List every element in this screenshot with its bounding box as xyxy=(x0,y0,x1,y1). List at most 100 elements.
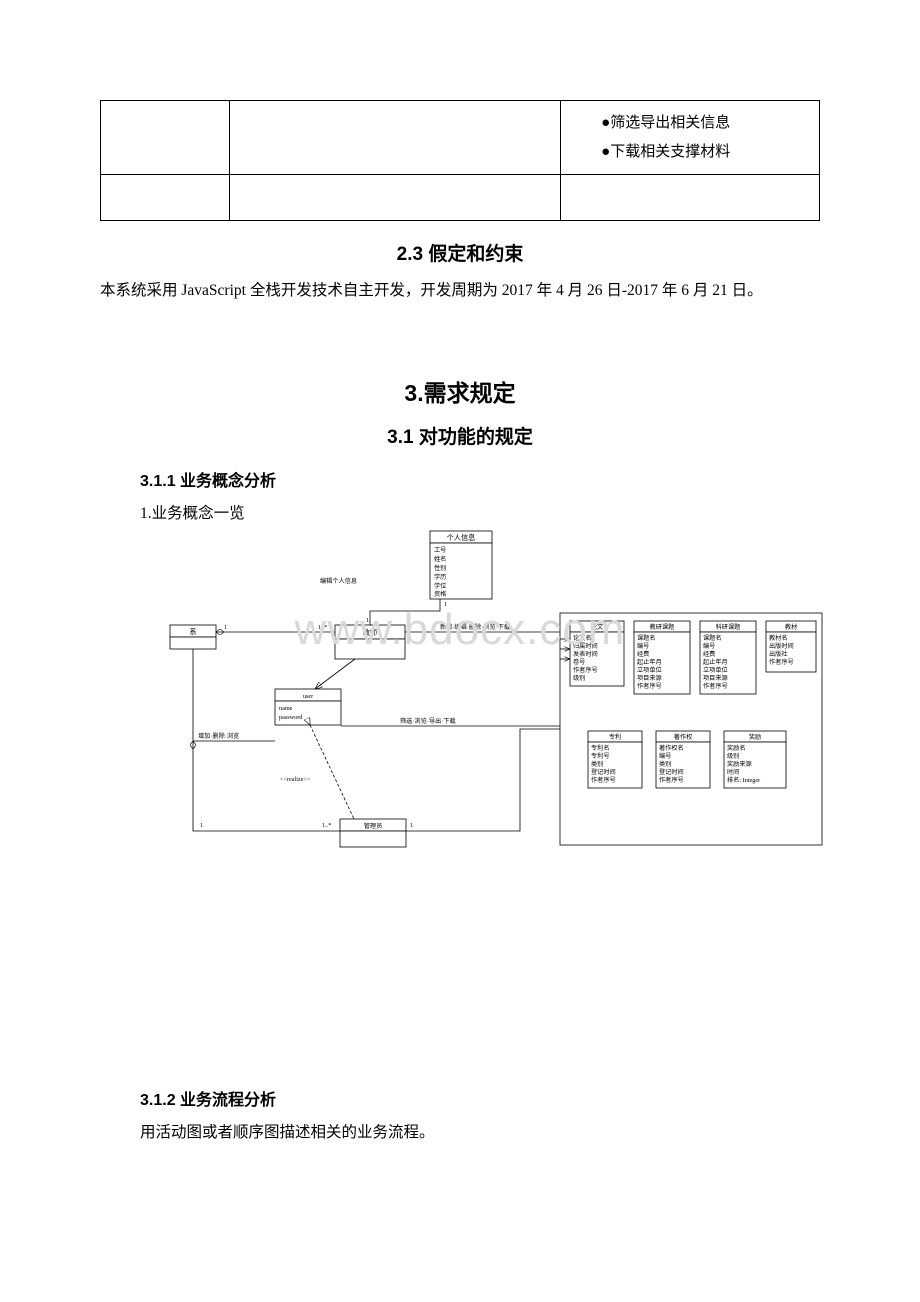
label-crud: 新增·编辑·删除·浏览·下载 xyxy=(440,623,510,631)
class-book: 教材 教材名 出版时间 出版社 作者序号 xyxy=(766,621,816,672)
svg-text:作者序号: 作者序号 xyxy=(659,776,684,784)
label-filter: 筛选·浏览·导出·下载 xyxy=(400,717,456,725)
svg-text:课题名: 课题名 xyxy=(703,634,722,642)
label-admin-actions: 增加·删除·浏览 xyxy=(198,732,239,740)
class-personal-info: 个人信息 工号 姓名 性别 学历 学位 资格 xyxy=(430,531,492,599)
svg-text:项目来源: 项目来源 xyxy=(703,674,728,682)
cell-r1c1 xyxy=(101,101,230,175)
svg-text:1: 1 xyxy=(444,601,447,608)
svg-text:归属时间: 归属时间 xyxy=(573,642,598,650)
svg-text:教材名: 教材名 xyxy=(769,634,788,642)
svg-text:起止年月: 起止年月 xyxy=(637,658,662,666)
heading-3-1-1: 3.1.1 业务概念分析 xyxy=(140,467,820,491)
uml-concept-diagram: 个人信息 工号 姓名 性别 学历 学位 资格 教师 系 xyxy=(140,531,828,876)
svg-text:编号: 编号 xyxy=(637,642,649,650)
svg-text:排名: Integer: 排名: Integer xyxy=(727,776,760,784)
para-3-1-2: 用活动图或者顺序图描述相关的业务流程。 xyxy=(140,1120,820,1142)
svg-text:系: 系 xyxy=(189,627,196,636)
svg-text:作者序号: 作者序号 xyxy=(637,682,662,690)
svg-text:性别: 性别 xyxy=(434,564,446,572)
svg-text:user: user xyxy=(303,693,313,700)
class-paper: 论文 论文名 归属时间 发表时间 卷号 作者序号 级别 xyxy=(570,621,624,686)
table-row xyxy=(101,175,820,221)
svg-text:个人信息: 个人信息 xyxy=(447,533,476,542)
svg-text:1..*: 1..* xyxy=(322,822,331,829)
svg-text:name: name xyxy=(279,705,293,712)
svg-text:发表时间: 发表时间 xyxy=(573,650,598,658)
svg-text:资格: 资格 xyxy=(434,590,447,598)
permissions-table: ●筛选导出相关信息 ●下载相关支撑材料 xyxy=(100,100,820,221)
svg-text:password: password xyxy=(279,714,303,721)
svg-text:姓名: 姓名 xyxy=(434,555,446,563)
class-award: 奖励 奖励名 级别 奖励来源 时间 排名: Integer xyxy=(724,731,786,788)
class-department: 系 xyxy=(170,625,216,649)
heading-3-1: 3.1 对功能的规定 xyxy=(100,422,820,449)
cell-r2c3 xyxy=(561,175,820,221)
svg-text:作者序号: 作者序号 xyxy=(591,776,616,784)
svg-text:著作权名: 著作权名 xyxy=(659,744,684,752)
svg-text:奖励来源: 奖励来源 xyxy=(727,760,752,768)
svg-text:起止年月: 起止年月 xyxy=(703,658,728,666)
svg-text:1: 1 xyxy=(224,624,227,631)
svg-text:1: 1 xyxy=(410,822,413,829)
svg-text:作者序号: 作者序号 xyxy=(573,666,598,674)
svg-text:立项单位: 立项单位 xyxy=(703,666,728,674)
svg-text:学位: 学位 xyxy=(434,582,446,590)
class-teach-project: 教研课题 课题名 编号 经费 起止年月 立项单位 项目来源 作者序号 xyxy=(634,621,690,694)
svg-text:1..*: 1..* xyxy=(318,624,327,631)
heading-2-3: 2.3 假定和约束 xyxy=(100,239,820,266)
para-2-3: 本系统采用 JavaScript 全栈开发技术自主开发，开发周期为 2017 年… xyxy=(100,282,763,299)
svg-text:类别: 类别 xyxy=(591,760,603,768)
svg-text:奖励: 奖励 xyxy=(749,733,761,741)
label-realize: <<realize>> xyxy=(280,776,311,783)
svg-text:工号: 工号 xyxy=(434,547,446,554)
bullet-download: ●下载相关支撑材料 xyxy=(571,138,809,167)
svg-text:级别: 级别 xyxy=(727,752,739,760)
svg-text:教研课题: 教研课题 xyxy=(650,623,675,631)
svg-text:作者序号: 作者序号 xyxy=(703,682,728,690)
svg-text:卷号: 卷号 xyxy=(573,658,585,666)
svg-text:1: 1 xyxy=(200,822,203,829)
label-edit-profile: 编辑个人信息 xyxy=(320,577,357,585)
class-copyright: 著作权 著作权名 编号 类别 登记时间 作者序号 xyxy=(656,731,710,788)
table-row: ●筛选导出相关信息 ●下载相关支撑材料 xyxy=(101,101,820,175)
svg-text:登记时间: 登记时间 xyxy=(659,768,684,776)
svg-text:出版社: 出版社 xyxy=(769,650,788,658)
svg-text:专利: 专利 xyxy=(609,733,621,741)
svg-text:奖励名: 奖励名 xyxy=(727,744,746,752)
svg-text:科研课题: 科研课题 xyxy=(716,623,741,631)
svg-text:经费: 经费 xyxy=(637,650,649,658)
svg-text:论文名: 论文名 xyxy=(573,634,592,642)
list-item-concept-overview: 1.业务概念一览 xyxy=(140,501,820,523)
svg-text:专利号: 专利号 xyxy=(591,752,610,760)
svg-text:1: 1 xyxy=(366,617,369,624)
svg-text:编号: 编号 xyxy=(659,752,671,760)
svg-text:立项单位: 立项单位 xyxy=(637,666,662,674)
heading-3: 3.需求规定 xyxy=(100,374,820,408)
svg-text:作者序号: 作者序号 xyxy=(769,658,794,666)
bullet-export: ●筛选导出相关信息 xyxy=(571,109,809,138)
class-user: user name password xyxy=(275,689,341,725)
svg-text:项目来源: 项目来源 xyxy=(637,674,662,682)
svg-text:类别: 类别 xyxy=(659,760,671,768)
svg-text:时间: 时间 xyxy=(727,768,739,776)
cell-r1c2 xyxy=(230,101,561,175)
svg-text:教师: 教师 xyxy=(363,628,377,637)
class-admin: 管理员 xyxy=(340,819,406,847)
class-patent: 专利 专利名 专利号 类别 登记时间 作者序号 xyxy=(588,731,642,788)
svg-text:专利名: 专利名 xyxy=(591,744,610,752)
cell-r1c3: ●筛选导出相关信息 ●下载相关支撑材料 xyxy=(561,101,820,175)
svg-text:经费: 经费 xyxy=(703,650,715,658)
cell-r2c2 xyxy=(230,175,561,221)
svg-text:出版时间: 出版时间 xyxy=(769,642,794,650)
svg-text:教材: 教材 xyxy=(785,623,797,631)
svg-text:管理员: 管理员 xyxy=(364,822,383,830)
class-sci-project: 科研课题 课题名 编号 经费 起止年月 立项单位 项目来源 作者序号 xyxy=(700,621,756,694)
svg-text:级别: 级别 xyxy=(573,674,585,682)
class-teacher: 教师 xyxy=(335,625,405,659)
svg-text:学历: 学历 xyxy=(434,573,446,581)
svg-text:著作权: 著作权 xyxy=(674,733,693,741)
svg-text:论文: 论文 xyxy=(591,623,603,631)
svg-text:课题名: 课题名 xyxy=(637,634,656,642)
svg-text:登记时间: 登记时间 xyxy=(591,768,616,776)
